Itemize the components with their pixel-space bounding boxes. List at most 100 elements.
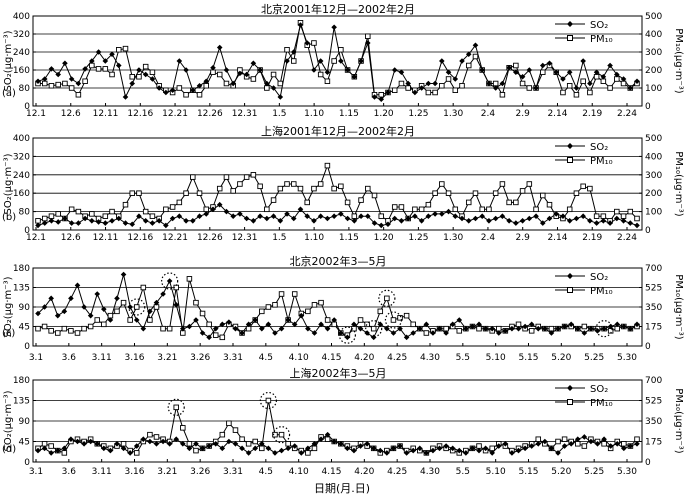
x-tick-label: 2.4 <box>481 233 496 243</box>
peak-highlight-circle <box>128 298 146 316</box>
pm10-point <box>219 431 226 438</box>
pm10-point <box>535 436 542 442</box>
x-tick-label: 5.20 <box>551 467 571 477</box>
so2-point <box>351 218 358 224</box>
pm10-point <box>120 441 127 447</box>
y-tick-label: 240 <box>13 48 30 58</box>
so2-point <box>607 443 614 449</box>
so2-point <box>445 69 452 76</box>
pm10-point <box>456 328 463 334</box>
x-tick-label: 3.6 <box>62 353 77 363</box>
so2-point <box>519 73 526 80</box>
so2-point <box>94 291 101 297</box>
y-tick-label: 160 <box>13 189 30 199</box>
pm10-point <box>472 190 479 196</box>
so2-point <box>95 219 102 225</box>
pm10-point <box>272 302 278 308</box>
so2-point <box>593 69 600 76</box>
pm10-point <box>405 85 411 91</box>
pm10-point <box>489 445 495 452</box>
pm10-point <box>425 201 432 208</box>
so2-point <box>479 67 486 73</box>
x-axis-label: 日期(月.日) <box>314 482 370 495</box>
so2-point <box>371 94 378 100</box>
x-tick-label: 2.24 <box>617 109 637 119</box>
so2-point <box>397 443 403 449</box>
so2-point <box>129 80 136 87</box>
pm10-point <box>614 208 620 215</box>
so2-point <box>115 62 122 69</box>
pm10-point <box>561 436 568 442</box>
so2-point <box>226 438 232 445</box>
so2-point <box>573 85 580 91</box>
pm10-point <box>528 328 535 334</box>
pm10-point <box>331 185 337 192</box>
y-tick-label: 0 <box>24 102 30 112</box>
so2-point <box>305 325 311 332</box>
pm10-point <box>607 85 613 91</box>
x-tick-label: 2.14 <box>547 233 567 243</box>
pm10-point <box>196 91 203 98</box>
so2-point <box>416 325 423 332</box>
y2-tick-label: 700 <box>645 376 662 386</box>
so2-point <box>357 325 364 332</box>
so2-point <box>219 445 226 452</box>
so2-point <box>385 221 391 228</box>
pm10-point <box>81 325 87 332</box>
so2-point <box>519 218 526 224</box>
so2-point <box>627 85 634 91</box>
x-tick-label: 12.1 <box>26 233 46 243</box>
so2-point <box>506 218 512 224</box>
so2-point <box>252 317 259 323</box>
so2-point <box>546 60 553 67</box>
so2-point <box>502 440 509 447</box>
so2-point <box>398 69 405 76</box>
pm10-point <box>122 45 129 52</box>
so2-point <box>390 445 397 452</box>
legend: SO₂ PM₁₀ <box>555 20 613 45</box>
pm10-point <box>284 181 290 187</box>
pm10-point <box>223 80 230 87</box>
y-tick-label: 135 <box>13 397 30 407</box>
pm10-point <box>540 69 546 75</box>
pm10-point <box>560 89 566 96</box>
so2-point <box>574 325 581 332</box>
so2-point <box>469 323 476 330</box>
x-tick-label: 1.15 <box>339 233 359 243</box>
pm10-point <box>270 71 277 78</box>
so2-point <box>390 330 397 336</box>
pm10-point <box>452 206 459 213</box>
pm10-point <box>499 181 506 187</box>
so2-point <box>620 218 627 224</box>
so2-point <box>581 434 588 440</box>
y-tick-label: 45 <box>19 323 30 333</box>
so2-point <box>305 445 311 452</box>
so2-point <box>122 94 129 100</box>
so2-point <box>463 325 469 332</box>
x-tick-label: 4.10 <box>289 353 309 363</box>
so2-point <box>264 80 270 87</box>
so2-point <box>364 440 370 447</box>
chart-title: 北京2002年3—5月 <box>290 254 387 268</box>
so2-point <box>68 436 74 443</box>
so2-point <box>548 445 555 452</box>
pm10-point <box>89 211 95 217</box>
pm10-point <box>68 328 74 334</box>
so2-point <box>317 213 324 219</box>
pm10-point <box>272 431 278 438</box>
so2-point <box>587 80 593 87</box>
so2-point <box>459 58 465 64</box>
y-axis-label: SO₂(μg·m⁻³) <box>3 390 14 451</box>
so2-point <box>87 312 94 319</box>
pm10-point <box>344 199 351 206</box>
x-tick-label: 12.6 <box>61 233 81 243</box>
so2-point <box>479 213 486 219</box>
so2-point <box>257 213 263 219</box>
so2-point <box>311 218 317 224</box>
y2-tick-label: 100 <box>645 208 662 218</box>
pm10-point <box>358 197 364 203</box>
y-tick-label: 400 <box>13 134 30 144</box>
so2-point <box>568 440 574 447</box>
so2-point <box>156 218 162 224</box>
pm10-point <box>61 325 68 332</box>
